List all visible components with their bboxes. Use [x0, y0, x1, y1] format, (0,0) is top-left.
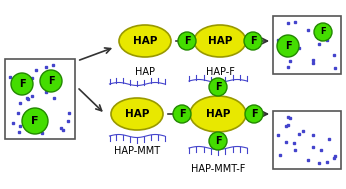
Ellipse shape [194, 25, 246, 57]
Circle shape [22, 108, 48, 134]
Text: F: F [285, 41, 291, 51]
Text: HAP: HAP [208, 36, 232, 46]
Text: F: F [19, 79, 25, 89]
Circle shape [209, 132, 227, 150]
Text: F: F [250, 36, 256, 46]
Ellipse shape [111, 98, 163, 130]
Circle shape [11, 73, 33, 95]
Bar [5, 59, 75, 139]
Circle shape [173, 105, 191, 123]
Circle shape [40, 70, 62, 92]
Text: HAP: HAP [125, 109, 149, 119]
Text: F: F [48, 76, 54, 86]
Text: F: F [320, 28, 326, 36]
Text: HAP: HAP [135, 67, 155, 77]
Text: F: F [31, 116, 39, 126]
Text: F: F [215, 136, 221, 146]
Circle shape [277, 35, 299, 57]
Text: HAP: HAP [206, 109, 230, 119]
Ellipse shape [119, 25, 171, 57]
Circle shape [244, 32, 262, 50]
Text: F: F [179, 109, 185, 119]
Text: HAP-MMT-F: HAP-MMT-F [191, 164, 245, 174]
Circle shape [245, 105, 263, 123]
Text: HAP-MMT: HAP-MMT [114, 146, 160, 156]
Ellipse shape [190, 96, 246, 132]
Circle shape [178, 32, 196, 50]
Text: F: F [215, 82, 221, 92]
Bar [273, 111, 341, 169]
Text: F: F [184, 36, 190, 46]
Circle shape [314, 23, 332, 41]
Bar [273, 16, 341, 74]
Text: F: F [251, 109, 257, 119]
Text: HAP-F: HAP-F [206, 67, 235, 77]
Text: HAP: HAP [133, 36, 157, 46]
Circle shape [209, 78, 227, 96]
